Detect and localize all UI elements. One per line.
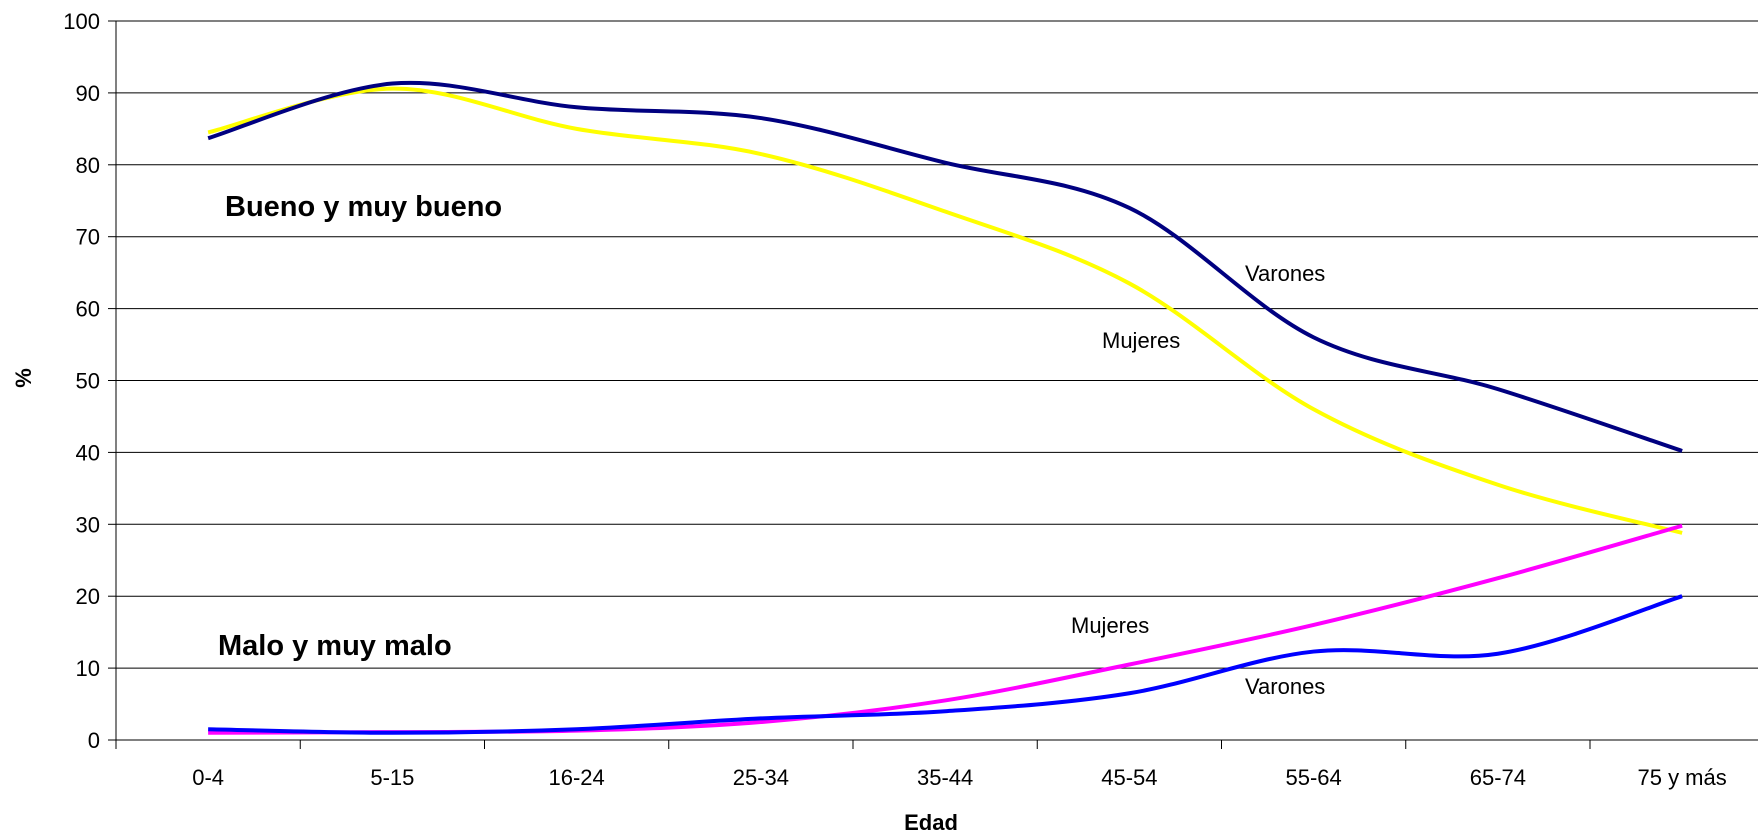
y-axis-title: % bbox=[11, 368, 36, 388]
annotation-bad-group: Malo y muy malo bbox=[218, 630, 452, 662]
gridlines bbox=[116, 20, 1758, 669]
x-axis-title: Edad bbox=[904, 810, 958, 834]
annotation-good-group: Bueno y muy bueno bbox=[225, 191, 502, 223]
y-tick-label-40: 40 bbox=[76, 440, 100, 465]
y-tick-label-90: 90 bbox=[76, 81, 100, 106]
series-line-0 bbox=[207, 80, 1683, 453]
x-tick-label-4: 35-44 bbox=[917, 765, 973, 790]
y-tick-label-80: 80 bbox=[76, 153, 100, 178]
y-tick-label-0: 0 bbox=[88, 728, 100, 753]
y-tick-label-20: 20 bbox=[76, 584, 100, 609]
y-tick-label-30: 30 bbox=[76, 512, 100, 537]
x-tick-label-5: 45-54 bbox=[1101, 765, 1157, 790]
annotation-good-mujeres: Mujeres bbox=[1102, 328, 1180, 353]
x-tick-label-2: 16-24 bbox=[548, 765, 604, 790]
y-tick-label-50: 50 bbox=[76, 369, 100, 394]
x-tick-label-7: 65-74 bbox=[1470, 765, 1526, 790]
series-line-1 bbox=[207, 86, 1683, 535]
x-tick-labels: 0-4 5-15 16-24 25-34 35-44 45-54 55-64 65-74 75 … bbox=[192, 765, 1727, 790]
y-tick-label-10: 10 bbox=[76, 656, 100, 681]
series-lines bbox=[207, 80, 1683, 735]
series-line-3 bbox=[208, 594, 1683, 735]
x-tick-label-1: 5-15 bbox=[370, 765, 414, 790]
y-tick-label-60: 60 bbox=[76, 297, 100, 322]
axes bbox=[108, 20, 1758, 749]
x-tick-label-6: 55-64 bbox=[1285, 765, 1341, 790]
y-tick-label-100: 100 bbox=[63, 9, 100, 34]
x-tick-label-3: 25-34 bbox=[733, 765, 789, 790]
y-tick-labels: 0 10 20 30 40 50 60 70 80 90 100 bbox=[63, 9, 100, 753]
annotation-bad-mujeres: Mujeres bbox=[1071, 613, 1149, 638]
x-tick-label-8: 75 y más bbox=[1637, 765, 1726, 790]
y-tick-label-70: 70 bbox=[76, 225, 100, 250]
annotation-good-varones: Varones bbox=[1245, 261, 1325, 286]
x-tick-label-0: 0-4 bbox=[192, 765, 224, 790]
annotation-bad-varones: Varones bbox=[1245, 674, 1325, 699]
